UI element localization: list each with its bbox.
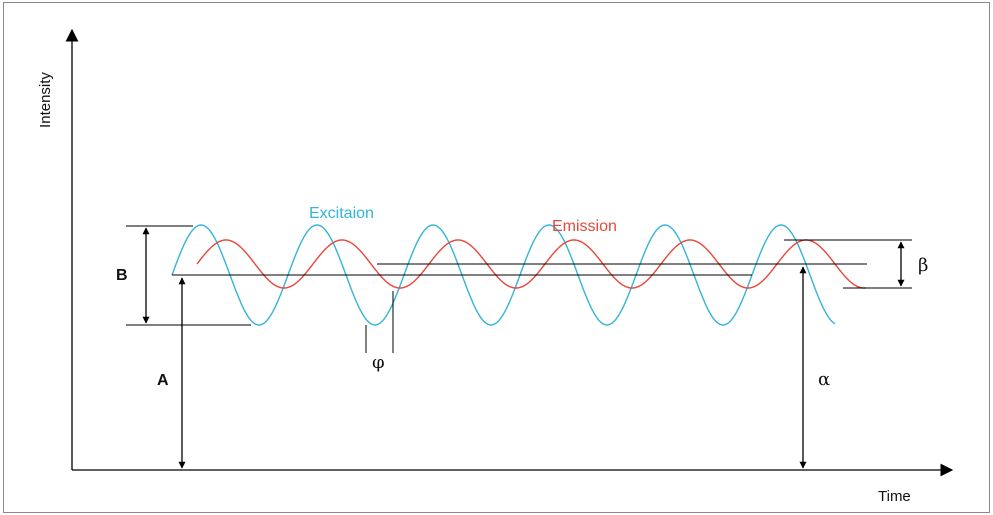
- emission-label: Emission: [552, 218, 617, 235]
- beta-label: β: [918, 255, 928, 276]
- y-axis-label: Intensity: [37, 72, 54, 128]
- alpha-label: α: [818, 369, 830, 390]
- excitation-label: Excitaion: [309, 205, 374, 222]
- figure-frame: [4, 3, 990, 513]
- a-label: A: [157, 372, 169, 389]
- b-label: B: [116, 267, 128, 284]
- phi-label: φ: [372, 352, 385, 373]
- x-axis-label: Time: [878, 488, 911, 505]
